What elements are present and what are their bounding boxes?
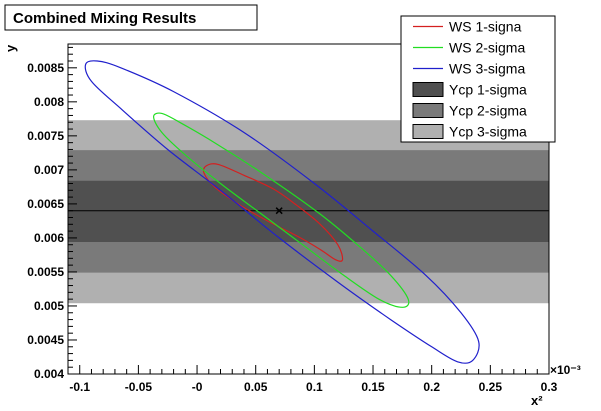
central-value-marker: [275, 207, 283, 215]
y-tick-label: 0.006: [34, 231, 64, 245]
legend-entry-label: Ycp 1-sigma: [449, 82, 527, 98]
y-axis-label: y: [3, 44, 18, 52]
ycp-bands: [68, 120, 549, 304]
legend-box-swatch: [412, 82, 444, 97]
legend-box: [400, 15, 556, 143]
y-tick-label: 0.0055: [27, 265, 64, 279]
legend-entry-label: WS 3-sigma: [449, 61, 525, 77]
legend: WS 1-signa WS 2-sigma WS 3-sigma Ycp 1-sigm…: [400, 15, 556, 143]
legend-entry-label: WS 2-sigma: [449, 40, 525, 56]
x-tick-label: 0.2: [423, 380, 440, 394]
legend-entry-label: WS 1-signa: [449, 19, 522, 35]
legend-entry-label: Ycp 3-sigma: [449, 124, 527, 140]
y-tick-label: 0.005: [34, 299, 64, 313]
legend-box-swatch: [412, 124, 444, 139]
ycp-band-1-sigma: [68, 180, 549, 242]
title-box: [4, 4, 258, 31]
y-tick-label: 0.0085: [27, 61, 64, 75]
x-tick-label: 0.1: [306, 380, 323, 394]
y-tick-label: 0.008: [34, 95, 64, 109]
x-tick-label: 0.25: [479, 380, 503, 394]
x-tick-label: 0.15: [361, 380, 385, 394]
x-tick-label: 0.3: [541, 380, 558, 394]
ws-contours: [84, 60, 480, 364]
chart-title: Combined Mixing Results: [13, 10, 196, 27]
x-tick-label: -0: [192, 380, 203, 394]
axes: -0.1 -0.05 -0 0.05 0.1 0.15 0.2 0.25 0.3 0.004 0.0…: [27, 46, 558, 394]
y-tick-label: 0.0075: [27, 129, 64, 143]
ws-contour-3-sigma: [84, 60, 480, 364]
y-tick-label: 0.0045: [27, 333, 64, 347]
legend-box-swatch: [412, 103, 444, 118]
x-tick-label: -0.05: [125, 380, 153, 394]
central-value: [275, 207, 283, 215]
y-tick-label: 0.007: [34, 163, 64, 177]
x-exponent-label: ×10⁻³: [550, 363, 581, 377]
ws-contour-1-sigma: [202, 163, 344, 262]
x-tick-label: 0.05: [244, 380, 268, 394]
x-axis-label: x²: [531, 393, 543, 408]
y-tick-label: 0.004: [34, 367, 64, 381]
y-tick-label: 0.0065: [27, 197, 64, 211]
legend-entry-label: Ycp 2-sigma: [449, 103, 527, 119]
ws-contour-2-sigma: [152, 112, 410, 308]
plot-frame: [67, 43, 550, 375]
x-tick-label: -0.1: [69, 380, 90, 394]
